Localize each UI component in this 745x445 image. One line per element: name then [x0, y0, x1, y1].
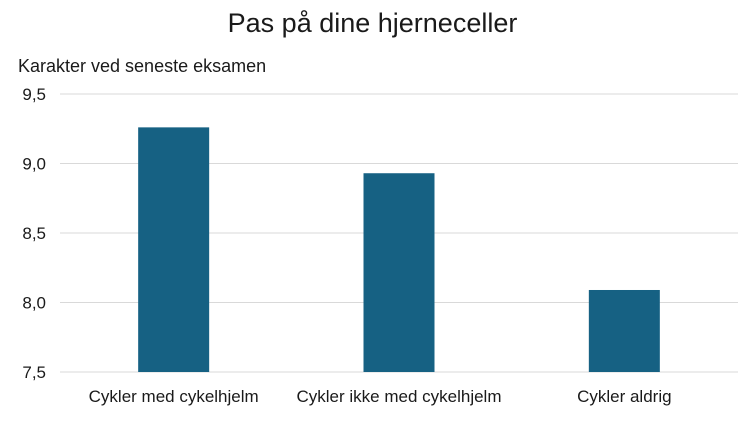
category-label: Cykler ikke med cykelhjelm — [297, 387, 502, 406]
y-tick-label: 9,0 — [22, 155, 46, 174]
bars — [138, 127, 660, 372]
category-label: Cykler aldrig — [577, 387, 671, 406]
y-tick-label: 7,5 — [22, 363, 46, 382]
bar — [138, 127, 210, 372]
y-tick-label: 9,5 — [22, 85, 46, 104]
bar — [588, 289, 660, 372]
y-tick-label: 8,5 — [22, 224, 46, 243]
y-tick-labels: 7,5 8,0 8,5 9,0 9,5 — [22, 85, 46, 382]
bar — [363, 173, 435, 372]
y-tick-label: 8,0 — [22, 294, 46, 313]
chart-title: Pas på dine hjerneceller — [227, 8, 518, 38]
category-label: Cykler med cykelhjelm — [89, 387, 259, 406]
category-labels: Cykler med cykelhjelm Cykler ikke med cyk… — [89, 387, 672, 406]
y-axis-label: Karakter ved seneste eksamen — [18, 56, 267, 76]
